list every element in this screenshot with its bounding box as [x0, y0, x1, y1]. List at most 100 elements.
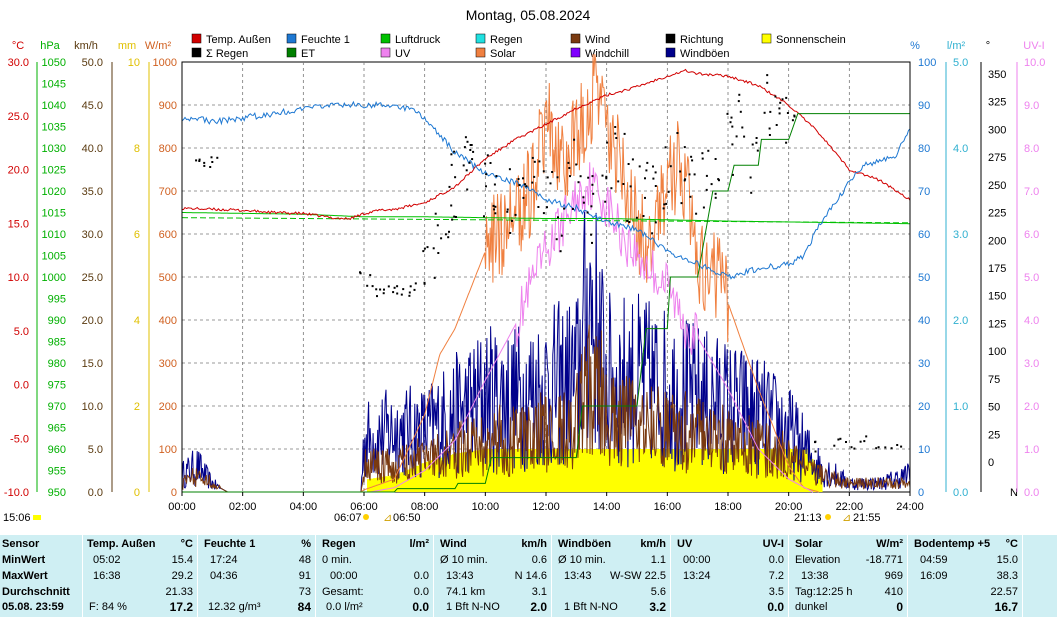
legend-label: Temp. Außen	[206, 34, 271, 46]
sunshine-bar	[552, 449, 556, 492]
series-direction-dot	[743, 135, 746, 138]
series-direction-dot	[683, 179, 686, 182]
sunshine-bar	[697, 449, 702, 492]
sunshine-bar	[740, 449, 744, 492]
sunshine-bar	[694, 449, 699, 492]
series-direction-dot	[450, 153, 453, 156]
legend-label: Solar	[490, 48, 516, 60]
series-direction-dot	[485, 185, 487, 188]
sunshine-bar	[718, 449, 723, 492]
solar-axis-tick: 400	[159, 315, 177, 327]
stats-soil-r3: 22.57	[990, 586, 1018, 598]
sunshine-bar	[621, 449, 626, 492]
pressure-axis-tick: 970	[48, 401, 66, 413]
sunshine-bar	[379, 477, 383, 492]
series-direction-dot	[211, 161, 214, 163]
stats-rain-unit: l/m²	[409, 538, 429, 550]
pressure-axis-tick: 1050	[42, 57, 66, 69]
sunshine-bar	[600, 449, 605, 492]
series-direction-dot	[575, 163, 578, 166]
stats-header-sensor: Sensor	[2, 538, 40, 550]
series-direction-dot	[785, 96, 788, 99]
series-direction-dot	[590, 205, 593, 208]
series-direction-dot	[778, 112, 781, 115]
series-direction-dot	[432, 247, 435, 250]
stats-solar-r3-label: Tag:12:25 h	[795, 586, 853, 598]
series-direction-dot	[444, 233, 447, 236]
stats-hum-now-label: 12.32 g/m³	[208, 601, 261, 613]
sunshine-bar	[515, 449, 520, 492]
stats-hum-header: Feuchte 1	[204, 538, 256, 550]
series-direction-dot	[690, 155, 693, 158]
legend-swatch	[761, 33, 772, 44]
stats-uv-r3: 3.5	[768, 586, 784, 598]
pressure-axis-tick: 990	[48, 315, 66, 327]
pressure-axis-tick: 1010	[42, 229, 66, 241]
series-direction-dot	[644, 196, 646, 199]
series-direction-dot	[577, 181, 580, 184]
sunrise-azimuth-icon: ⊿	[383, 512, 392, 524]
legend-label: Luftdruck	[395, 34, 441, 46]
series-direction-dot	[768, 134, 771, 136]
series-direction-dot	[453, 215, 456, 218]
sunshine-bar	[703, 449, 708, 492]
series-direction-dot	[557, 216, 559, 219]
temp-axis-tick: -5.0	[10, 433, 29, 445]
series-direction-dot	[392, 291, 395, 294]
direction-axis-tick: 150	[988, 291, 1006, 303]
stats-temp-max-time: 16:38	[93, 570, 121, 582]
series-direction-dot	[522, 177, 524, 180]
sunshine-bar	[728, 449, 732, 492]
series-direction-dot	[605, 175, 608, 178]
series-direction-dot	[506, 208, 509, 211]
temp-axis-tick: -10.0	[4, 487, 29, 499]
series-direction-dot	[863, 440, 866, 443]
solar-axis-tick: 100	[159, 444, 177, 456]
series-direction-dot	[710, 183, 713, 186]
pressure-axis-tick: 1005	[42, 251, 66, 263]
stats-hum-avg: 73	[298, 586, 311, 598]
series-direction-dot	[387, 285, 390, 288]
sunshine-bar	[458, 452, 462, 492]
series-direction-dot	[492, 204, 495, 207]
sunshine-bar	[637, 449, 641, 492]
wind-axis-tick: 5.0	[88, 444, 103, 456]
series-direction-dot	[450, 163, 453, 166]
series-direction-dot	[751, 143, 754, 146]
stats-solar-header: Solar	[795, 538, 823, 550]
sunshine-bar	[643, 449, 647, 492]
wind-axis-unit: km/h	[74, 40, 98, 52]
sunshine-bar	[618, 449, 623, 492]
series-direction-dot	[859, 440, 862, 443]
sunshine-bar	[512, 449, 517, 492]
sunshine-bar	[555, 449, 559, 492]
sunshine-bar	[579, 449, 583, 492]
series-direction-dot	[628, 221, 631, 223]
stats-uv-header: UV	[677, 538, 693, 550]
series-direction-dot	[766, 74, 769, 77]
stats-rain-r1-label: 0 min.	[322, 554, 352, 566]
stats-gust-r3: 5.6	[650, 586, 666, 598]
series-direction-dot	[875, 447, 878, 450]
stats-wind-unit: km/h	[521, 538, 547, 550]
series-direction-dot	[845, 441, 847, 443]
sunshine-bar	[412, 467, 417, 492]
series-direction-dot	[466, 140, 469, 143]
series-direction-dot	[769, 110, 772, 113]
series-direction-dot	[605, 177, 608, 180]
temp-axis-tick: 10.0	[8, 272, 29, 284]
series-direction-dot	[422, 250, 425, 253]
sunset-time: 21:13	[794, 512, 822, 524]
stats-uv-r1: 0.0	[768, 554, 784, 566]
sunshine-bar	[382, 476, 386, 492]
stats-soil-r1: 15.0	[996, 554, 1018, 566]
uv-axis-tick: 1.0	[1024, 444, 1039, 456]
wind-axis-tick: 25.0	[82, 272, 103, 284]
series-direction-dot	[702, 206, 705, 209]
series-direction-dot	[775, 124, 778, 126]
x-tick-label: 04:00	[290, 501, 318, 513]
series-direction-dot	[644, 177, 646, 180]
x-tick-label: 24:00	[896, 501, 924, 513]
et-axis-tick: 4.0	[953, 143, 968, 155]
stats-wind-r3-label: 74.1 km	[446, 586, 486, 598]
